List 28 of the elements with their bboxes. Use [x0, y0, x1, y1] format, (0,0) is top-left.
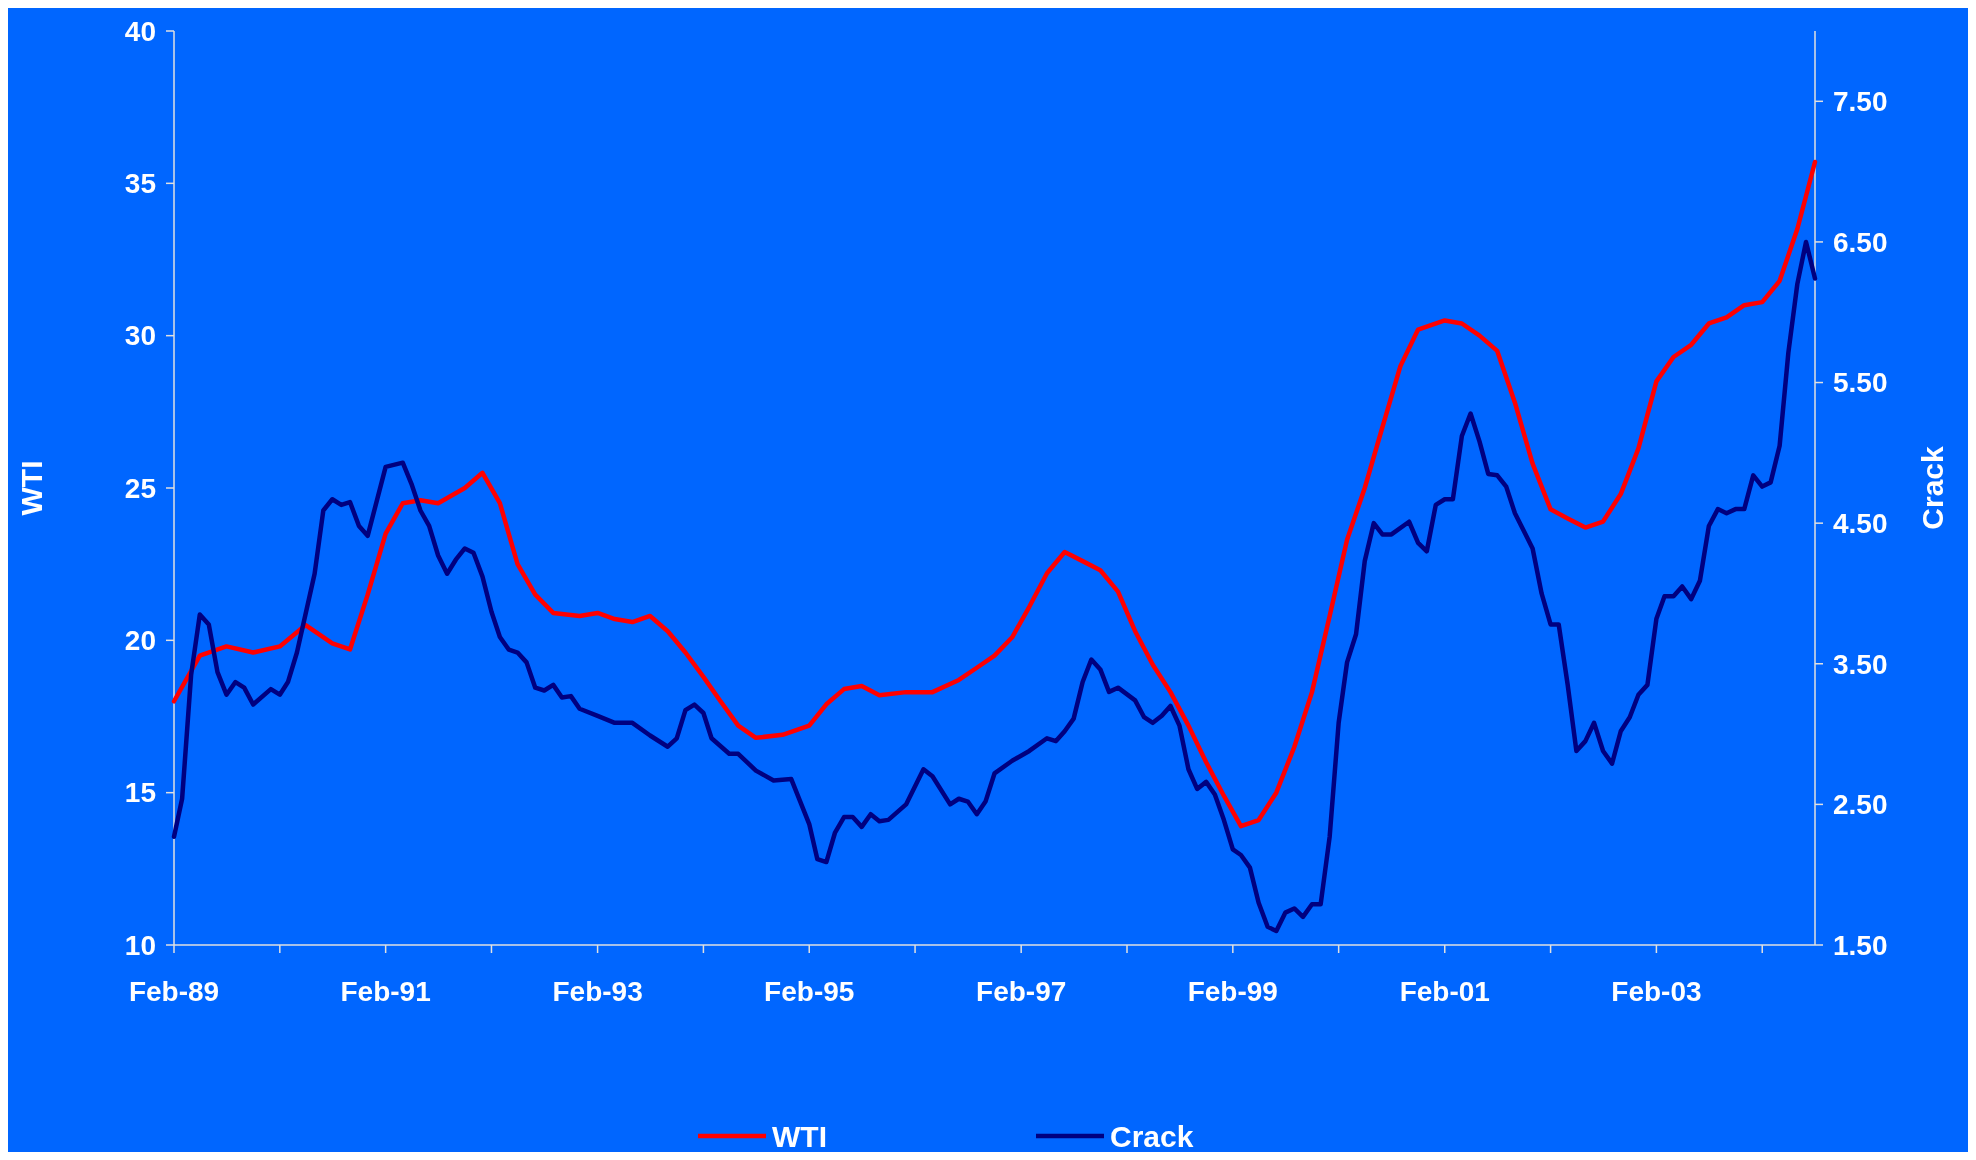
line-series	[171, 159, 1818, 829]
x-tick-label: Feb-91	[340, 976, 431, 1007]
x-tick-label: Feb-03	[1611, 976, 1702, 1007]
y-tick-label: 10	[124, 929, 156, 961]
y-tick-label: 15	[124, 777, 156, 809]
x-tick-label: Feb-97	[976, 976, 1067, 1007]
y2-tick-label: 3.50	[1833, 648, 1888, 680]
x-tick-label: Feb-93	[552, 976, 643, 1007]
x-tick-label: Feb-99	[1187, 976, 1278, 1007]
y-tick-label: 30	[124, 320, 156, 352]
y-tick-label: 20	[124, 625, 156, 657]
y2-tick-label: 2.50	[1833, 789, 1888, 821]
y2-tick-label: 5.50	[1833, 367, 1888, 399]
y2-axis-title: Crack	[1916, 445, 1949, 530]
y-axis-title: WTI	[15, 460, 48, 516]
line-series	[171, 239, 1818, 934]
y2-tick-label: 6.50	[1833, 226, 1888, 258]
x-tick-label: Feb-95	[764, 976, 855, 1007]
y2-tick-label: 1.50	[1833, 929, 1888, 961]
y-tick-label: 35	[124, 168, 156, 200]
legend-label: WTI	[772, 1119, 827, 1153]
y2-tick-label: 7.50	[1833, 86, 1888, 118]
legend-label: Crack	[1110, 1119, 1194, 1153]
y-tick-label: 25	[124, 472, 156, 504]
y2-tick-label: 4.50	[1833, 507, 1888, 539]
x-tick-label: Feb-01	[1399, 976, 1490, 1007]
y-tick-label: 40	[124, 15, 156, 47]
x-tick-label: Feb-89	[128, 976, 220, 1007]
